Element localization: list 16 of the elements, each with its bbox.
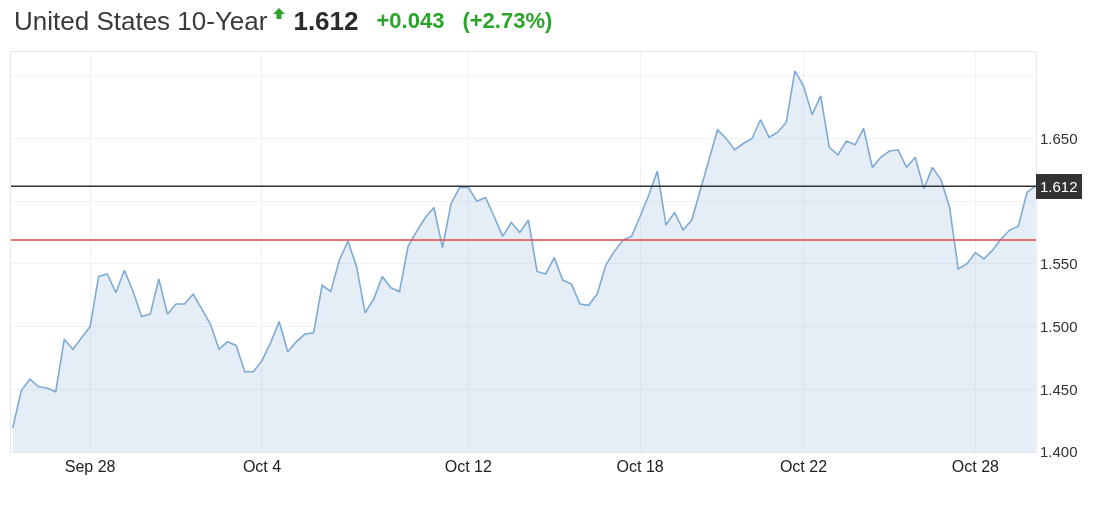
x-tick-label: Sep 28 bbox=[64, 458, 116, 476]
x-tick-label: Oct 28 bbox=[951, 458, 1000, 476]
y-tick-label: 1.650 bbox=[1040, 129, 1078, 147]
text: 1.612 bbox=[293, 5, 359, 37]
y-tick-label: 1.450 bbox=[1040, 380, 1078, 398]
x-tick-label: Oct 18 bbox=[616, 458, 664, 476]
text: (+2.73%) bbox=[462, 8, 553, 34]
x-tick-label: Oct 4 bbox=[242, 458, 282, 476]
text: +0.043 bbox=[376, 8, 445, 34]
x-tick-label: Oct 22 bbox=[779, 458, 828, 476]
x-tick-label: Oct 12 bbox=[444, 458, 492, 476]
y-tick-label: 1.500 bbox=[1040, 317, 1078, 335]
ref-line-label: 1.612 bbox=[1040, 178, 1078, 195]
y-tick-label: 1.400 bbox=[1040, 443, 1078, 461]
chart-title: United States 10-Year bbox=[14, 5, 268, 37]
y-tick-label: 1.550 bbox=[1040, 255, 1078, 273]
